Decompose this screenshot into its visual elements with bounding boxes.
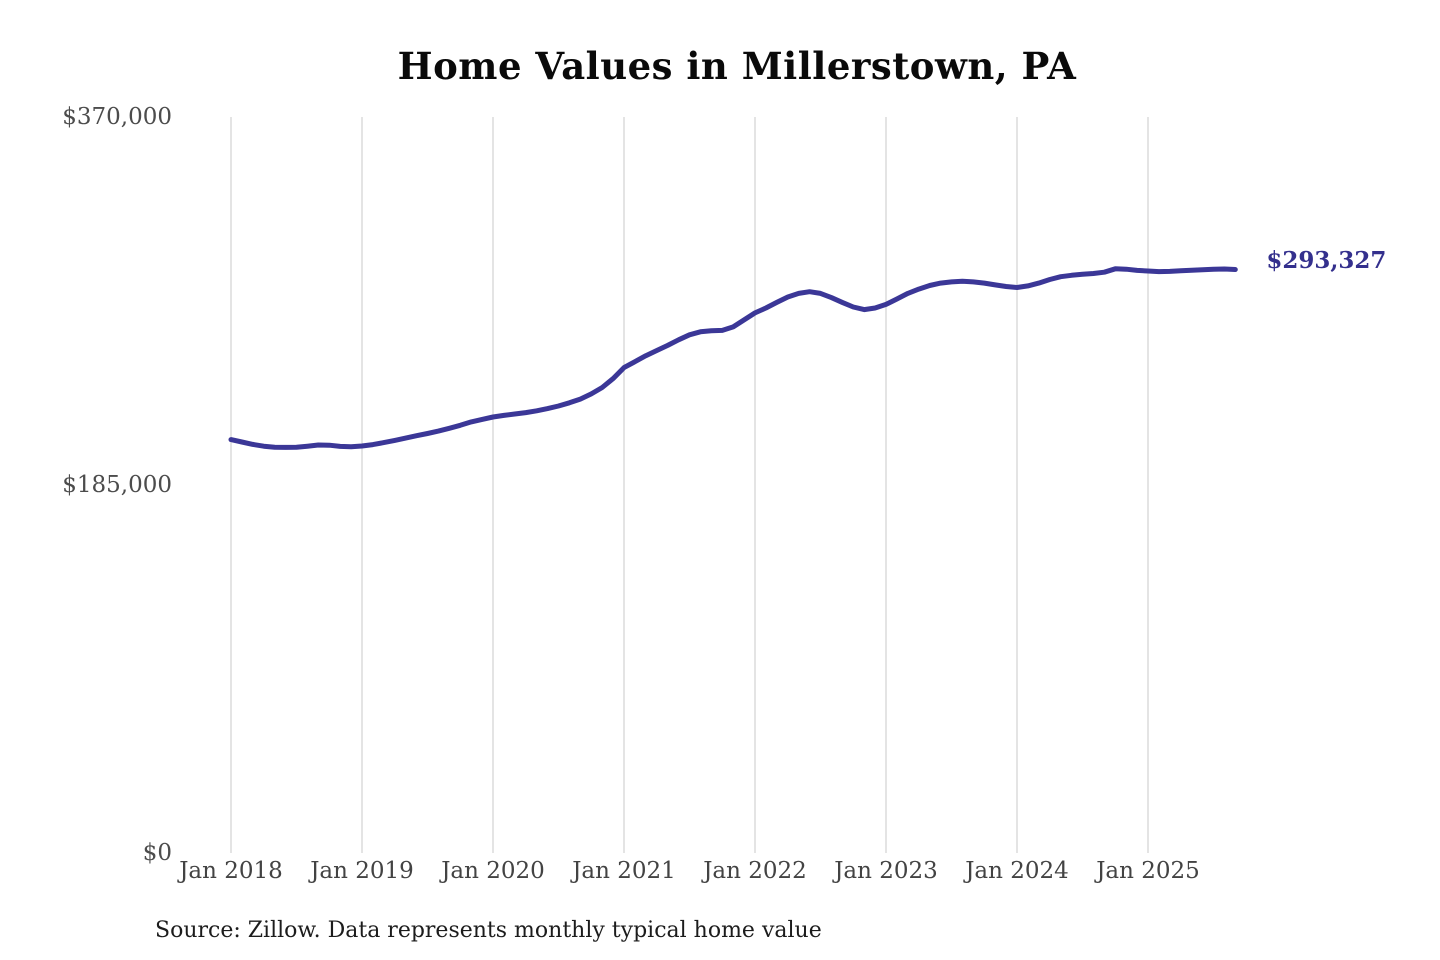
x-axis-tick-label: Jan 2019 bbox=[310, 858, 414, 884]
y-axis-tick-label: $0 bbox=[142, 840, 172, 866]
vertical-gridlines bbox=[230, 117, 1149, 853]
x-axis-tick-label: Jan 2020 bbox=[441, 858, 545, 884]
y-axis-tick-label: $185,000 bbox=[62, 472, 172, 498]
x-axis-tick-label: Jan 2018 bbox=[179, 858, 283, 884]
home-value-line bbox=[228, 266, 1238, 450]
x-axis-tick-label: Jan 2023 bbox=[834, 858, 938, 884]
chart-title: Home Values in Millerstown, PA bbox=[397, 44, 1077, 88]
source-note: Source: Zillow. Data represents monthly … bbox=[155, 918, 822, 943]
x-axis-tick-label: Jan 2022 bbox=[703, 858, 807, 884]
y-axis-tick-label: $370,000 bbox=[62, 104, 172, 130]
series-end-value-label: $293,327 bbox=[1266, 246, 1387, 274]
x-axis-tick-label: Jan 2025 bbox=[1096, 858, 1200, 884]
x-axis-tick-label: Jan 2021 bbox=[572, 858, 676, 884]
x-axis-tick-label: Jan 2024 bbox=[965, 858, 1069, 884]
